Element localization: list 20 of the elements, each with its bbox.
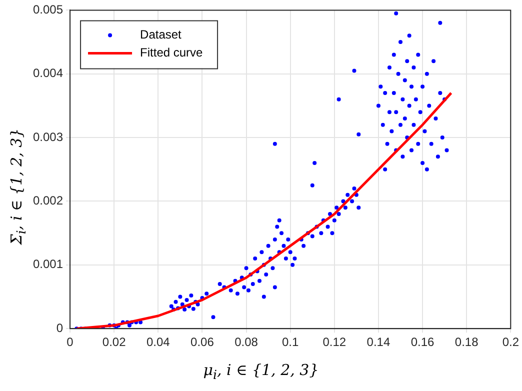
- x-tick-label: 0.04: [146, 335, 170, 350]
- x-tick-label: 0.14: [366, 335, 390, 350]
- x-tick-label: 0.1: [282, 335, 300, 350]
- x-tick-label: 0.06: [190, 335, 214, 350]
- y-tick-label: 0.002: [33, 194, 64, 208]
- legend-label: Dataset: [140, 28, 182, 42]
- x-tick-label: 0.12: [322, 335, 346, 350]
- x-tick-label: 0.16: [410, 335, 435, 350]
- y-tick-label: 0.003: [33, 130, 64, 144]
- x-tick-label: 0: [66, 335, 74, 350]
- x-tick-label: 0.08: [234, 335, 258, 350]
- legend-label: Fitted curve: [140, 46, 204, 60]
- x-axis-title: μ$_{i}$, i ∈ {1, 2, 3}: [202, 361, 320, 382]
- x-tick-label: 0.2: [502, 335, 520, 350]
- y-tick-label: 0.001: [33, 257, 64, 272]
- y-tick-label: 0: [56, 320, 64, 335]
- y-tick-label: 0.004: [33, 66, 64, 80]
- x-tick-label: 0.18: [454, 335, 479, 350]
- y-tick-label: 0.005: [33, 2, 64, 17]
- x-tick-label: 0.02: [102, 335, 126, 350]
